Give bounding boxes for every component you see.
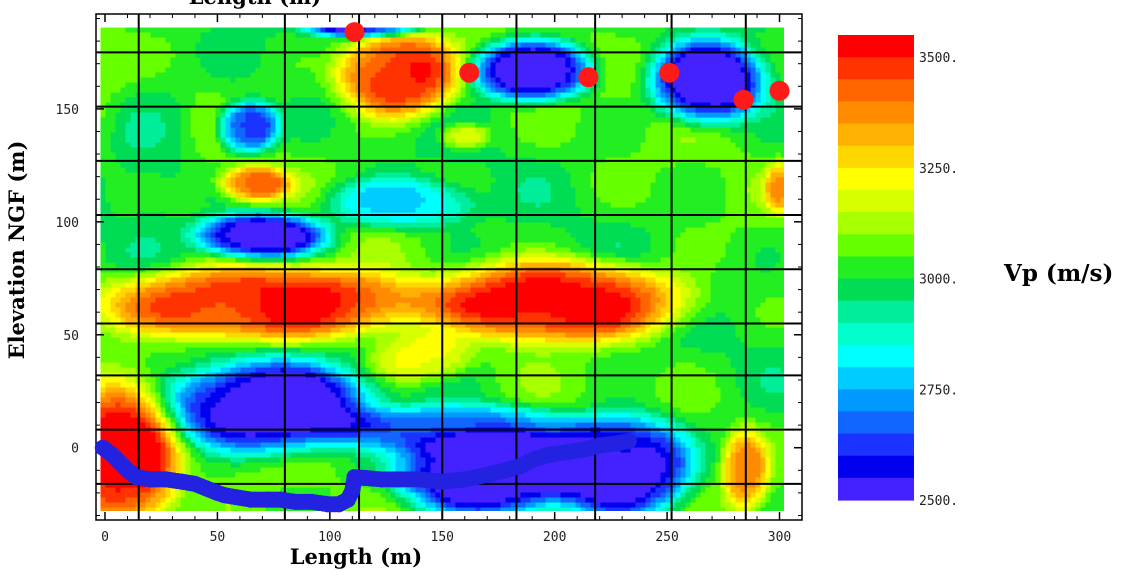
y-tick-label: 0 [71,442,79,457]
receiver-markers [94,432,637,513]
receiver-marker [620,432,637,449]
colorbar-swatch [838,477,914,501]
source-markers [344,22,790,110]
y-axis-title: Elevation NGF (m) [4,141,29,360]
colorbar-tick-label: 3250. [919,162,958,177]
colorbar-tick-label: 3000. [919,273,958,288]
x-tick-label: 50 [210,530,226,545]
colorbar-title: Vp (m/s) [1003,260,1113,287]
velocity-heatmap [100,27,785,511]
colorbar-swatch [838,389,914,413]
colorbar-swatch [838,167,914,191]
x-tick-label: 250 [655,530,678,545]
colorbar-swatch [838,411,914,435]
colorbar-swatch [838,433,914,457]
colorbar-swatch [838,345,914,368]
source-marker [344,22,365,43]
y-tick-label: 50 [63,329,79,344]
source-marker [659,62,680,83]
plot-area: 0 50 100 150 200 250 300 0 50 100 150 [56,13,803,545]
colorbar-swatch [838,190,914,213]
colorbar-swatch [838,278,914,302]
source-marker [459,62,480,83]
axis-ticks: 0 50 100 150 200 250 300 0 50 100 150 [56,14,802,545]
colorbar-swatch [838,455,914,479]
source-marker [733,89,754,110]
colorbar-swatch [838,234,914,258]
colorbar-tick-label: 2500. [919,494,958,509]
colorbar-swatch [838,123,914,147]
colorbar-swatch [838,101,914,125]
colorbar-swatch [838,367,914,390]
x-axis-title: Length (m) [290,544,422,569]
colorbar-swatch [838,79,914,103]
source-marker [769,80,790,101]
x-tick-label: 300 [768,530,791,545]
y-tick-label: 100 [56,216,79,231]
grid-lines [96,14,802,520]
x-tick-label: 0 [101,530,109,545]
y-tick-label: 150 [56,103,79,118]
x-tick-label: 200 [543,530,566,545]
colorbar-tick-label: 2750. [919,383,958,398]
colorbar-swatch [838,322,914,346]
top-axis-title: Length (m) [189,0,321,9]
colorbar-tick-label: 3500. [919,51,958,66]
colorbar-swatch [838,145,914,169]
colorbar-swatch [838,35,914,58]
colorbar-swatch [838,256,914,280]
x-tick-label: 100 [318,530,341,545]
source-marker [578,67,599,88]
colorbar-swatch [838,212,914,235]
colorbar: 3500. 3250. 3000. 2750. 2500. [838,35,958,509]
heatmap-cells [100,27,785,511]
colorbar-swatch [838,57,914,80]
colorbar-swatch [838,300,914,324]
x-tick-label: 150 [431,530,454,545]
